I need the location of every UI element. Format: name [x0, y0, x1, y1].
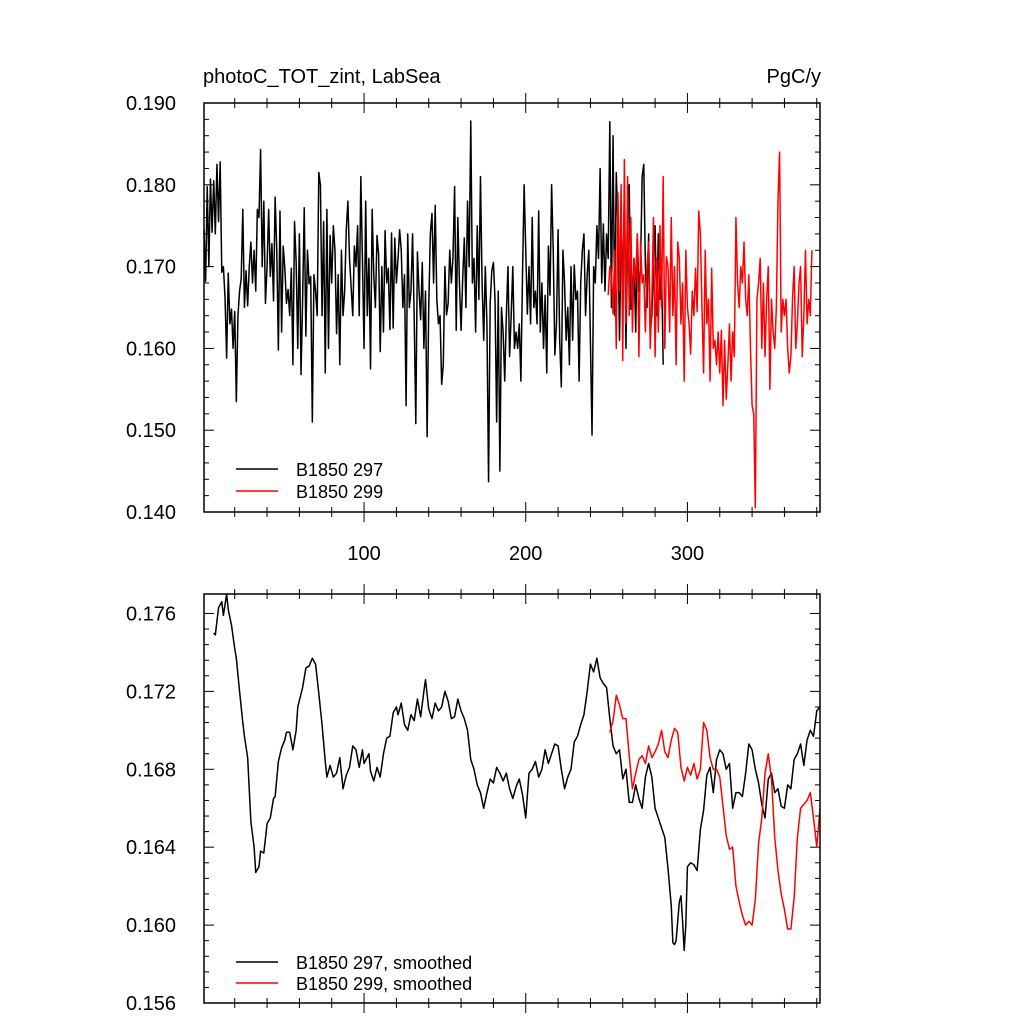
top-y-tick-label: 0.150 [126, 420, 176, 442]
top-legend: B1850 297 B1850 299 [236, 460, 383, 502]
top-series-line-1 [607, 151, 813, 509]
bottom-legend-label-1: B1850 299, smoothed [296, 974, 472, 994]
top-y-tick-label: 0.170 [126, 257, 176, 279]
top-legend-label-1: B1850 299 [296, 482, 383, 502]
bottom-plot-frame [203, 593, 821, 1004]
bottom-panel-series [213, 593, 821, 952]
bottom-series-line-1 [609, 694, 821, 930]
top-y-tick-label: 0.160 [126, 338, 176, 360]
bottom-panel-ticks [204, 584, 820, 1013]
top-series-line-0 [203, 120, 664, 483]
top-panel-series [203, 120, 813, 509]
bottom-legend-label-0: B1850 297, smoothed [296, 953, 472, 973]
top-x-tick-label: 300 [671, 543, 704, 565]
top-legend-label-0: B1850 297 [296, 460, 383, 480]
top-panel-x-tick-labels: 100 200 300 [347, 543, 704, 565]
bottom-panel: 0.156 0.160 0.164 0.168 0.172 0.176 B1850 297… [126, 584, 821, 1015]
bottom-legend: B1850 297, smoothed B1850 299, smoothed [236, 953, 472, 994]
bottom-y-tick-label: 0.156 [126, 993, 176, 1015]
bottom-panel-y-tick-labels: 0.156 0.160 0.164 0.168 0.172 0.176 [126, 603, 176, 1015]
top-panel-title: photoC_TOT_zint, LabSea [203, 66, 441, 88]
top-x-tick-label: 200 [509, 543, 542, 565]
bottom-series-line-0 [213, 593, 821, 952]
top-y-tick-label: 0.180 [126, 175, 176, 197]
bottom-y-tick-label: 0.164 [126, 837, 176, 859]
top-y-tick-label: 0.190 [126, 93, 176, 115]
top-y-tick-label: 0.140 [126, 502, 176, 524]
bottom-y-tick-label: 0.168 [126, 759, 176, 781]
top-panel-units: PgC/y [767, 66, 821, 88]
bottom-y-tick-label: 0.176 [126, 603, 176, 625]
top-panel: photoC_TOT_zint, LabSea PgC/y 0.140 0.150… [126, 66, 821, 565]
top-x-tick-label: 100 [347, 543, 380, 565]
bottom-y-tick-label: 0.160 [126, 915, 176, 937]
top-panel-y-tick-labels: 0.140 0.150 0.160 0.170 0.180 0.190 [126, 93, 176, 524]
bottom-y-tick-label: 0.172 [126, 681, 176, 703]
top-plot-frame [203, 102, 821, 513]
top-panel-ticks [204, 93, 820, 522]
